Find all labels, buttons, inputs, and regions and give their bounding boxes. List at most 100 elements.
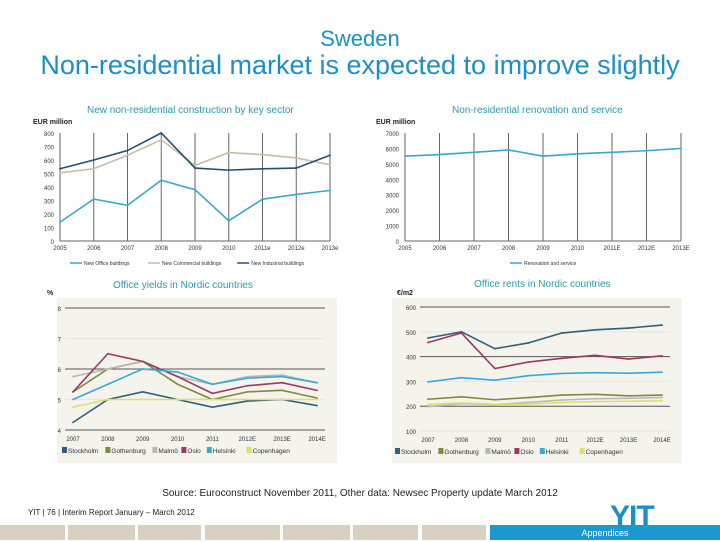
data-point	[594, 328, 597, 331]
y-tick-label: 200	[44, 213, 55, 219]
y-tick-label: 400	[406, 356, 417, 362]
data-point	[106, 398, 109, 401]
data-point	[295, 167, 298, 170]
data-point	[576, 152, 579, 155]
legend-label: New Industrial buildings	[251, 261, 304, 267]
x-tick-label: 2008	[502, 246, 516, 252]
slide-title: Non-residential market is expected to im…	[40, 50, 680, 80]
data-point	[176, 371, 179, 373]
data-point	[542, 155, 544, 158]
y-tick-label: 800	[44, 132, 55, 138]
x-tick-label: 2013E	[273, 437, 290, 443]
data-point	[227, 219, 230, 222]
data-point	[680, 147, 682, 150]
nav-tab-appendices[interactable]: Appendices	[490, 525, 720, 540]
data-point	[106, 352, 109, 355]
data-point	[160, 138, 163, 141]
data-point	[594, 397, 597, 400]
data-point	[59, 221, 61, 224]
x-tick-label: 2009	[536, 246, 550, 252]
x-tick-label: 2011	[206, 437, 220, 443]
nav-tab-5[interactable]	[283, 525, 350, 540]
data-point	[404, 155, 406, 158]
legend-label: Copenhagen	[586, 449, 624, 456]
nav-tab-2[interactable]	[68, 525, 135, 540]
data-point	[316, 397, 318, 399]
data-point	[661, 371, 663, 374]
data-point	[329, 163, 331, 166]
y-tick-label: 500	[406, 331, 417, 337]
data-point	[661, 354, 663, 357]
legend-swatch	[62, 447, 67, 453]
data-point	[316, 398, 318, 401]
series-line-gothenburg	[427, 393, 663, 401]
y-tick-label: 4	[58, 429, 62, 435]
legend-swatch	[539, 448, 545, 454]
nav-tab-4[interactable]	[205, 525, 280, 540]
x-tick-label: 2011E	[604, 246, 621, 252]
series-line-oslo	[72, 352, 318, 395]
nav-tab-3[interactable]	[138, 525, 201, 540]
legend-label: Gothenburg	[111, 448, 146, 455]
data-point	[427, 341, 429, 344]
data-point	[427, 405, 429, 408]
y-tick-label: 600	[406, 306, 417, 312]
data-point	[507, 149, 510, 151]
series-line-helsinki	[72, 368, 318, 401]
data-point	[106, 383, 109, 386]
y-tick-label: 300	[406, 380, 417, 386]
data-point	[176, 383, 179, 386]
x-tick-label: 2010	[222, 246, 236, 252]
legend-swatch	[152, 447, 158, 453]
x-tick-label: 2010	[571, 246, 585, 252]
data-point	[527, 374, 530, 377]
data-point	[560, 372, 563, 375]
legend-swatch	[485, 448, 491, 454]
data-point	[261, 167, 264, 170]
y-tick-label: 500	[44, 173, 55, 179]
data-point	[281, 389, 284, 392]
data-point	[316, 404, 318, 407]
source-note: Source: Euroconstruct November 2011, Oth…	[162, 488, 558, 499]
series-line-copenhagen	[72, 398, 317, 408]
data-point	[160, 132, 163, 134]
legend-label: Helsinki	[213, 448, 236, 455]
x-tick-label: 2006	[87, 246, 101, 252]
data-point	[316, 381, 318, 384]
y-tick-label: 200	[406, 405, 417, 411]
data-point	[92, 159, 95, 161]
y-tick-label: 7	[58, 338, 62, 344]
data-point	[141, 398, 144, 401]
data-point	[594, 354, 597, 357]
data-point	[493, 347, 496, 350]
legend-swatch	[579, 448, 585, 454]
legend-swatch	[438, 448, 444, 454]
chart-3: 4 5 6 7 8 2007 2008 2009 2010 2011 2012E 2013E 2014E…	[57, 298, 337, 463]
data-point	[460, 376, 463, 379]
data-point	[594, 393, 597, 396]
data-point	[560, 357, 563, 360]
data-point	[627, 400, 630, 403]
x-tick-label: 2012e	[288, 246, 305, 252]
y-tick-label: 0	[396, 240, 400, 246]
legend-label: New Commercial buildings	[162, 261, 222, 267]
data-point	[246, 384, 249, 387]
data-point	[627, 397, 630, 400]
series-line-stockholm	[427, 324, 663, 350]
data-point	[246, 377, 249, 380]
data-point	[460, 402, 463, 404]
data-point	[246, 400, 249, 402]
nav-tab-1[interactable]	[0, 525, 65, 540]
data-point	[438, 153, 441, 156]
chart2-ylabel: EUR million	[376, 119, 416, 126]
series-line-oslo	[427, 332, 663, 370]
data-point	[72, 406, 74, 409]
nav-tab-7[interactable]	[422, 525, 486, 540]
data-point	[126, 204, 129, 207]
data-point	[493, 367, 496, 370]
chart2-title: Non-residential renovation and service	[452, 105, 623, 116]
y-tick-label: 600	[44, 159, 55, 165]
nav-tab-6[interactable]	[353, 525, 418, 540]
data-point	[661, 394, 663, 396]
y-tick-label: 300	[44, 200, 55, 206]
